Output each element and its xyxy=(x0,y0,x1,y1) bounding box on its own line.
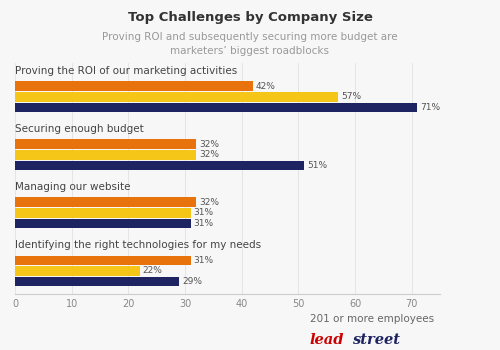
Text: Managing our website: Managing our website xyxy=(15,182,130,192)
Text: 42%: 42% xyxy=(256,82,276,91)
Text: 32%: 32% xyxy=(199,198,219,207)
Text: 31%: 31% xyxy=(194,219,214,228)
Text: Securing enough budget: Securing enough budget xyxy=(15,124,144,134)
Bar xyxy=(15,161,304,170)
Text: 71%: 71% xyxy=(420,103,440,112)
Text: Proving the ROI of our marketing activities: Proving the ROI of our marketing activit… xyxy=(15,66,237,76)
Text: 32%: 32% xyxy=(199,140,219,149)
Text: Identifying the right technologies for my needs: Identifying the right technologies for m… xyxy=(15,240,261,250)
Text: Top Challenges by Company Size: Top Challenges by Company Size xyxy=(128,10,372,23)
Bar xyxy=(15,197,196,207)
Text: 57%: 57% xyxy=(341,92,361,101)
Text: 31%: 31% xyxy=(194,256,214,265)
Text: 31%: 31% xyxy=(194,208,214,217)
Bar xyxy=(15,276,179,286)
Text: 29%: 29% xyxy=(182,277,202,286)
Text: 22%: 22% xyxy=(142,266,163,275)
Bar xyxy=(15,139,196,149)
Bar xyxy=(15,208,190,218)
Text: street: street xyxy=(352,332,401,346)
Text: Proving ROI and subsequently securing more budget are
marketers’ biggest roadblo: Proving ROI and subsequently securing mo… xyxy=(102,32,398,56)
Bar xyxy=(15,150,196,160)
Bar xyxy=(15,219,190,228)
Text: 201 or more employees: 201 or more employees xyxy=(310,314,434,324)
Bar xyxy=(15,266,140,275)
Text: lead: lead xyxy=(310,332,344,346)
Bar xyxy=(15,82,253,91)
Bar xyxy=(15,256,190,265)
Text: 32%: 32% xyxy=(199,150,219,159)
Bar xyxy=(15,92,338,101)
Bar xyxy=(15,103,417,112)
Text: 51%: 51% xyxy=(307,161,327,170)
